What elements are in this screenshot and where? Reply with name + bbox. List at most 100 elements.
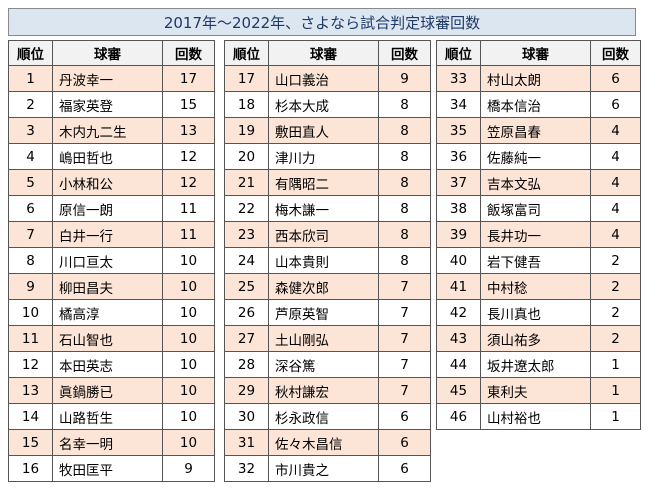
count-cell: 8 [378, 143, 431, 170]
count-cell: 2 [590, 273, 641, 300]
umpire-name-cell: 名幸一明 [52, 429, 163, 456]
count-cell: 4 [590, 143, 641, 170]
rank-cell: 6 [8, 195, 53, 222]
count-cell: 4 [590, 169, 641, 196]
umpire-name-cell: 吉本文弘 [480, 169, 591, 196]
table-row: 29 秋村謙宏 7 [224, 377, 431, 404]
umpire-name-cell: 嶋田哲也 [52, 143, 163, 170]
umpire-name-cell: 岩下健吾 [480, 247, 591, 274]
umpire-name-cell: 眞鍋勝已 [52, 377, 163, 404]
count-cell: 9 [162, 455, 215, 482]
table-row: 39 長井功一 4 [436, 221, 641, 248]
rank-header: 順位 [8, 40, 53, 66]
count-cell: 2 [590, 325, 641, 352]
rank-cell: 9 [8, 273, 53, 300]
count-cell: 7 [378, 299, 431, 326]
umpire-header: 球審 [480, 40, 591, 66]
count-cell: 1 [590, 351, 641, 378]
table-row: 20 津川力 8 [224, 143, 431, 170]
table-row: 42 長川真也 2 [436, 299, 641, 326]
umpire-name-cell: 佐藤純一 [480, 143, 591, 170]
count-cell: 10 [162, 403, 215, 430]
table-row: 45 東利夫 1 [436, 377, 641, 404]
rank-cell: 16 [8, 455, 53, 482]
table-row: 13 眞鍋勝已 10 [8, 377, 215, 404]
table-row: 4 嶋田哲也 12 [8, 143, 215, 170]
umpire-name-cell: 橘高淳 [52, 299, 163, 326]
rank-cell: 13 [8, 377, 53, 404]
rank-cell: 7 [8, 221, 53, 248]
rank-cell: 31 [224, 429, 269, 456]
rank-cell: 26 [224, 299, 269, 326]
table-row: 35 笠原昌春 4 [436, 117, 641, 144]
table-row: 44 坂井遼太郎 1 [436, 351, 641, 378]
count-cell: 9 [378, 65, 431, 92]
table-row: 38 飯塚富司 4 [436, 195, 641, 222]
rank-cell: 45 [436, 377, 481, 404]
table-row: 1 丹波幸一 17 [8, 65, 215, 92]
rank-cell: 34 [436, 91, 481, 118]
rank-cell: 25 [224, 273, 269, 300]
umpire-name-cell: 深谷篤 [268, 351, 379, 378]
rank-cell: 20 [224, 143, 269, 170]
umpire-name-cell: 原信一朗 [52, 195, 163, 222]
umpire-name-cell: 山本貴則 [268, 247, 379, 274]
count-cell: 12 [162, 143, 215, 170]
rank-cell: 27 [224, 325, 269, 352]
rank-cell: 28 [224, 351, 269, 378]
table-row: 9 柳田昌夫 10 [8, 273, 215, 300]
count-cell: 8 [378, 117, 431, 144]
table-row: 26 芦原英智 7 [224, 299, 431, 326]
umpire-name-cell: 市川貴之 [268, 455, 379, 482]
table-row: 8 川口亘太 10 [8, 247, 215, 274]
table-row: 22 梅木謙一 8 [224, 195, 431, 222]
count-cell: 7 [378, 325, 431, 352]
count-cell: 12 [162, 169, 215, 196]
rank-cell: 1 [8, 65, 53, 92]
count-cell: 10 [162, 351, 215, 378]
rank-cell: 8 [8, 247, 53, 274]
rank-cell: 14 [8, 403, 53, 430]
umpire-name-cell: 土山剛弘 [268, 325, 379, 352]
rank-cell: 44 [436, 351, 481, 378]
umpire-name-cell: 須山祐多 [480, 325, 591, 352]
count-cell: 7 [378, 351, 431, 378]
count-cell: 10 [162, 247, 215, 274]
table-row: 37 吉本文弘 4 [436, 169, 641, 196]
table-row: 15 名幸一明 10 [8, 429, 215, 456]
table-row: 46 山村裕也 1 [436, 403, 641, 430]
umpire-name-cell: 山口義治 [268, 65, 379, 92]
table-row: 17 山口義治 9 [224, 65, 431, 92]
count-cell: 7 [378, 377, 431, 404]
table-row: 25 森健次郎 7 [224, 273, 431, 300]
umpire-name-cell: 杉永政信 [268, 403, 379, 430]
count-cell: 15 [162, 91, 215, 118]
rank-cell: 46 [436, 403, 481, 430]
rank-cell: 23 [224, 221, 269, 248]
table-row: 21 有隅昭二 8 [224, 169, 431, 196]
count-cell: 17 [162, 65, 215, 92]
count-cell: 2 [590, 299, 641, 326]
rank-cell: 30 [224, 403, 269, 430]
page-title: 2017年～2022年、さよなら試合判定球審回数 [8, 8, 636, 36]
umpire-header: 球審 [268, 40, 379, 66]
header-row: 順位 球審 回数 [436, 40, 641, 66]
table-row: 2 福家英登 15 [8, 91, 215, 118]
umpire-name-cell: 杉本大成 [268, 91, 379, 118]
umpire-name-cell: 坂井遼太郎 [480, 351, 591, 378]
rank-cell: 24 [224, 247, 269, 274]
table-row: 30 杉永政信 6 [224, 403, 431, 430]
rank-cell: 29 [224, 377, 269, 404]
umpire-name-cell: 佐々木昌信 [268, 429, 379, 456]
count-cell: 10 [162, 429, 215, 456]
umpire-name-cell: 木内九二生 [52, 117, 163, 144]
umpire-name-cell: 有隅昭二 [268, 169, 379, 196]
ranking-table-2: 順位 球審 回数 17 山口義治 9 18 杉本大成 8 19 敷田直人 8 20 津川力 8 21 有隅… [224, 40, 431, 482]
table-row: 14 山路哲生 10 [8, 403, 215, 430]
table-row: 41 中村稔 2 [436, 273, 641, 300]
count-cell: 6 [590, 91, 641, 118]
rank-cell: 15 [8, 429, 53, 456]
rank-cell: 11 [8, 325, 53, 352]
rank-cell: 32 [224, 455, 269, 482]
table-row: 10 橘高淳 10 [8, 299, 215, 326]
